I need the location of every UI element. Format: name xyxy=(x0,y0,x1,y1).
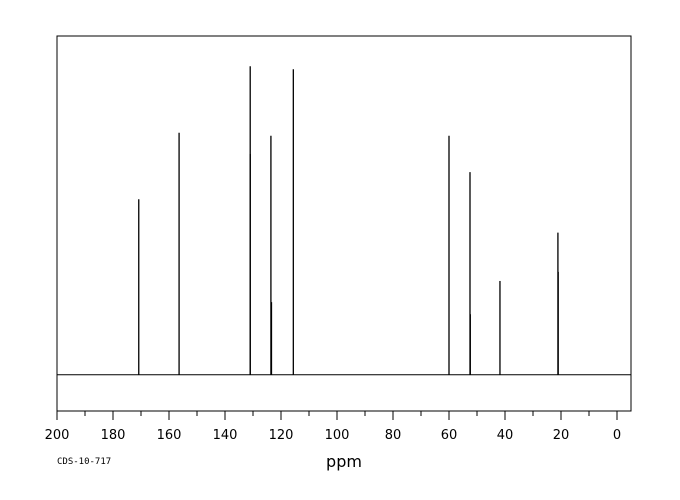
x-tick-label: 40 xyxy=(497,428,514,443)
x-tick-label: 140 xyxy=(213,428,238,443)
x-tick-label: 80 xyxy=(385,428,402,443)
x-tick-label: 200 xyxy=(45,428,70,443)
x-axis-tick-labels: 200 180 160 140 120 100 80 60 40 20 0 xyxy=(45,428,622,443)
x-tick-label: 60 xyxy=(441,428,458,443)
x-tick-label: 0 xyxy=(613,428,621,443)
x-tick-label: 180 xyxy=(101,428,126,443)
x-tick-label: 100 xyxy=(325,428,350,443)
x-tick-label: 120 xyxy=(269,428,294,443)
x-axis-ticks xyxy=(56,411,618,420)
x-tick-label: 20 xyxy=(553,428,570,443)
plot-frame xyxy=(56,35,632,412)
x-tick-label: 160 xyxy=(157,428,182,443)
x-axis-title: ppm xyxy=(326,452,362,471)
peak-group xyxy=(138,66,559,375)
spectrum-code-label: CDS-10-717 xyxy=(57,457,111,467)
